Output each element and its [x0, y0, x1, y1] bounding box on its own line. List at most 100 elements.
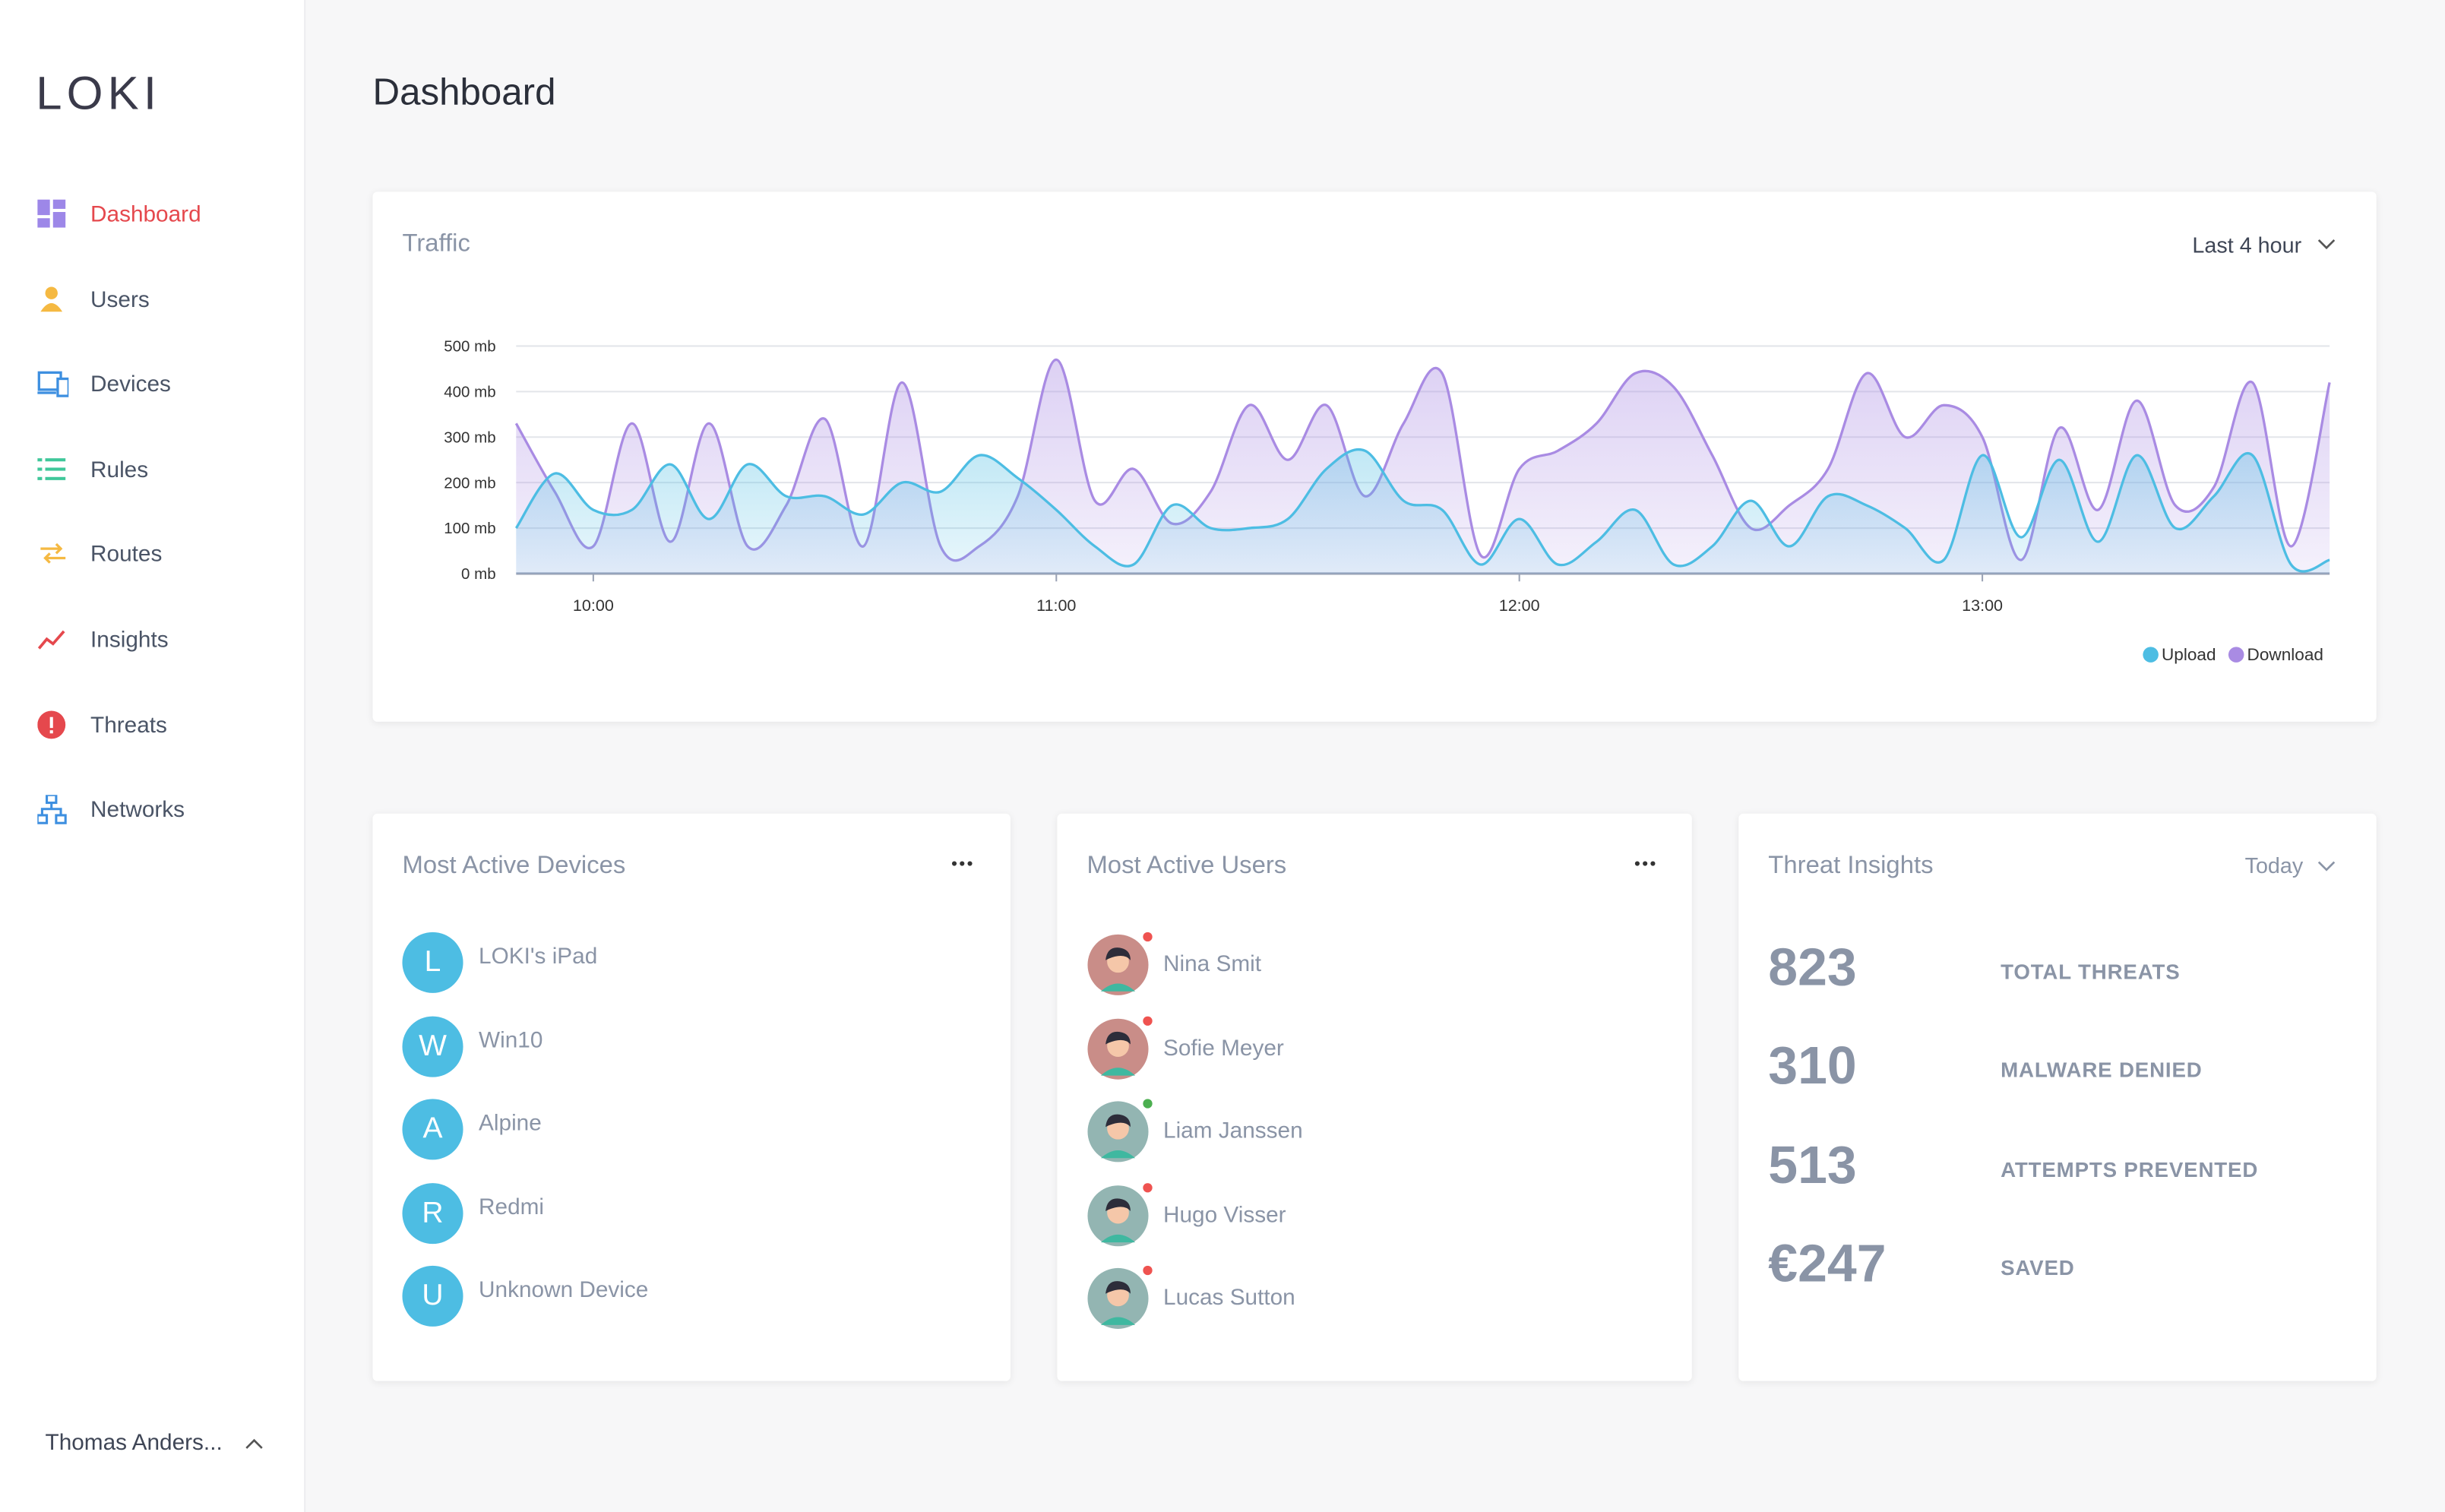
users-card: Most Active Users Nina Smit Sofie Meyer Li… [1057, 813, 1692, 1381]
device-row[interactable]: R Redmi [402, 1182, 963, 1245]
threat-value: €247 [1768, 1234, 1887, 1294]
legend-label: Upload [2162, 645, 2216, 664]
status-dot [1143, 932, 1153, 942]
nav-label: Routes [90, 542, 163, 568]
user-row[interactable]: Lucas Sutton [1086, 1266, 1648, 1330]
x-tick-label: 13:00 [1962, 596, 2003, 615]
threat-value: 513 [1768, 1135, 1857, 1195]
avatar-body [1100, 1234, 1136, 1242]
nav-label: Users [90, 287, 150, 313]
nav-item[interactable]: Devices [0, 362, 304, 409]
device-avatar: L [402, 932, 463, 993]
logo[interactable]: LOKI [36, 68, 162, 120]
user-row[interactable]: Liam Janssen [1086, 1099, 1648, 1162]
user-name: Liam Janssen [1163, 1119, 1303, 1145]
legend-label: Download [2247, 645, 2323, 664]
nav-icon [40, 286, 63, 312]
card-title: Traffic [402, 230, 470, 258]
avatar-body [1100, 1150, 1136, 1159]
status-dot [1143, 1015, 1153, 1026]
nav-label: Dashboard [90, 202, 201, 228]
user-avatar [1087, 1099, 1153, 1162]
device-avatar: U [402, 1266, 463, 1327]
threat-label: TOTAL THREATS [2001, 960, 2181, 984]
device-row[interactable]: A Alpine [402, 1099, 963, 1162]
user-avatar [1087, 1266, 1153, 1330]
nav-item[interactable]: Threats [0, 702, 304, 749]
legend-swatch [2228, 647, 2244, 663]
nav-icon [37, 710, 66, 739]
series-line [514, 448, 2330, 573]
avatar-body [1100, 1067, 1136, 1075]
status-dot [1143, 1099, 1153, 1109]
nav-label: Networks [90, 798, 185, 824]
threats-card: Threat Insights Today 823 TOTAL THREATS 31… [1738, 813, 2377, 1381]
user-name: Hugo Visser [1163, 1203, 1286, 1229]
threat-value: 823 [1768, 938, 1857, 998]
nav-icon [37, 795, 67, 825]
nav-icon [37, 457, 66, 480]
range-dropdown[interactable]: Today [2244, 852, 2304, 878]
device-name: Alpine [479, 1112, 542, 1137]
legend: Download Upload [2143, 645, 2323, 664]
series-area [516, 449, 2330, 574]
nav-item[interactable]: Rules [0, 447, 304, 494]
status-dot [1143, 1182, 1153, 1193]
page-title: Dashboard [372, 71, 556, 114]
nav-icon [37, 630, 65, 650]
nav-item[interactable]: Dashboard [0, 191, 304, 239]
traffic-card: Traffic Last 4 hour 0 mb 100 mb 200 mb 300 … [372, 191, 2377, 722]
y-tick-label: 0 mb [461, 565, 496, 583]
user-avatar [1087, 1182, 1153, 1246]
device-name: Unknown Device [479, 1279, 649, 1304]
device-avatar: W [402, 1015, 463, 1077]
chevron-up [245, 1438, 263, 1449]
avatar-hair [1105, 1031, 1131, 1044]
range-dropdown[interactable]: Last 4 hour [2192, 232, 2302, 258]
avatar-body [1100, 983, 1136, 992]
avatar-hair [1105, 947, 1131, 960]
traffic-chart: 0 mb 100 mb 200 mb 300 mb 400 mb 500 mb 10:00 1… [444, 338, 2331, 664]
card-title: Most Active Devices [402, 852, 626, 880]
nav-icon [37, 372, 69, 398]
user-row[interactable]: Nina Smit [1086, 932, 1648, 995]
user-row[interactable]: Sofie Meyer [1086, 1015, 1648, 1079]
threat-label: SAVED [2001, 1256, 2075, 1280]
series-line [514, 358, 2331, 562]
user-menu[interactable]: Thomas Anders... [46, 1431, 264, 1456]
device-row[interactable]: L LOKI's iPad [402, 932, 963, 995]
threat-value: 310 [1768, 1036, 1857, 1096]
nav-label: Threats [90, 713, 167, 739]
nav-item[interactable]: Networks [0, 787, 304, 834]
nav-item[interactable]: Insights [0, 617, 304, 664]
device-row[interactable]: W Win10 [402, 1015, 963, 1078]
nav-item[interactable]: Users [0, 277, 304, 324]
more-menu[interactable] [1634, 860, 1656, 866]
user-name: Lucas Sutton [1163, 1286, 1295, 1312]
user-avatar [1087, 932, 1153, 995]
y-tick-label: 100 mb [444, 520, 495, 537]
card-title: Threat Insights [1768, 852, 1934, 880]
device-row[interactable]: U Unknown Device [402, 1266, 963, 1329]
status-dot [1143, 1266, 1153, 1276]
y-tick-label: 500 mb [444, 338, 495, 356]
nav-item[interactable]: Routes [0, 532, 304, 579]
user-name: Sofie Meyer [1163, 1036, 1284, 1061]
user-name: Thomas Anders... [45, 1431, 223, 1457]
nav-label: Rules [90, 457, 149, 483]
avatar-body [1100, 1317, 1136, 1326]
device-avatar: A [402, 1099, 463, 1160]
chevron-down[interactable] [2317, 860, 2336, 872]
device-name: Redmi [479, 1195, 545, 1220]
x-tick-label: 11:00 [1036, 596, 1076, 615]
avatar-hair [1105, 1198, 1131, 1211]
more-menu[interactable] [951, 860, 973, 866]
user-row[interactable]: Hugo Visser [1086, 1182, 1648, 1246]
legend-swatch [2143, 647, 2159, 663]
nav-label: Insights [90, 628, 169, 653]
chevron-down[interactable] [2317, 239, 2336, 251]
threat-label: ATTEMPTS PREVENTED [2001, 1157, 2259, 1181]
devices-card: Most Active Devices L LOKI's iPad W Win10 A A… [372, 813, 1011, 1381]
